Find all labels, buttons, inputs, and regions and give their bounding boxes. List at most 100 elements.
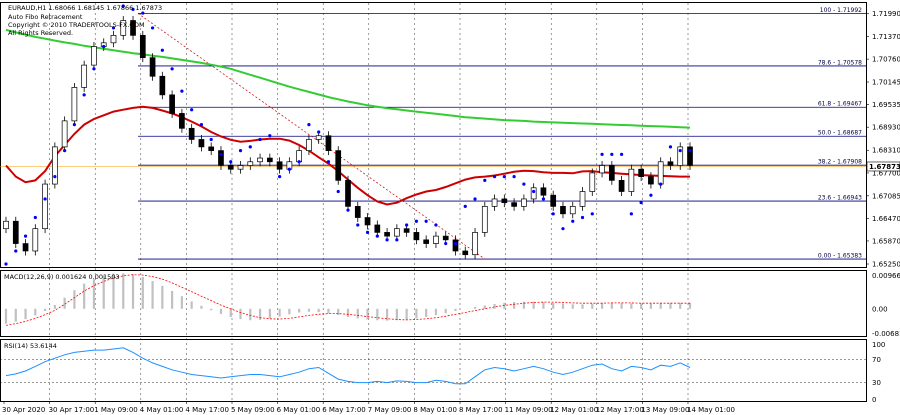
sar-dot [229, 160, 233, 164]
price-tick-label: 1.70760 [872, 56, 900, 64]
fibo-level-label: 0.00 - 1.65383 [818, 253, 862, 260]
sar-dot [659, 182, 663, 186]
sar-dot [688, 149, 692, 153]
sar-dot [248, 145, 252, 149]
candle-body [540, 187, 547, 196]
candle-body [159, 75, 166, 96]
sar-dot [375, 234, 379, 238]
sar-dot [600, 152, 604, 156]
sar-dot [238, 149, 243, 153]
fibo-trendline [137, 13, 486, 260]
candle-body [628, 168, 635, 192]
sar-dot [102, 44, 106, 49]
sar-dot [649, 193, 653, 197]
candle-body [667, 161, 674, 166]
time-tick-label: 13 May 09:00 [641, 406, 689, 414]
candle-body [22, 243, 29, 252]
candle-body [501, 198, 508, 204]
candle-body [589, 172, 596, 192]
fibo-level-label: 78.6 - 1.70578 [818, 59, 862, 66]
candle-body [139, 35, 146, 59]
candle-body [677, 146, 684, 166]
sar-dot [580, 215, 585, 220]
candle-body [384, 232, 390, 237]
sar-dot [326, 160, 331, 164]
candle-body [521, 198, 527, 207]
sar-dot [317, 130, 321, 134]
price-tick-label: 1.68310 [872, 147, 900, 155]
sar-dot [483, 178, 487, 182]
sar-dot [571, 219, 575, 223]
sar-dot [463, 204, 467, 208]
sar-dot [365, 230, 370, 235]
symbol-info: EURAUD,H1 1.68066 1.68145 1.67866 1.6787… [8, 4, 162, 12]
candle-body [364, 217, 371, 226]
sar-dot [541, 197, 546, 201]
candle-body [315, 135, 322, 140]
sar-dot [258, 137, 262, 142]
sar-dot [287, 167, 291, 171]
time-tick-label: 7 May 09:00 [368, 406, 412, 414]
price-tick-label: 1.70145 [872, 79, 900, 87]
price-tick-label: 1.68930 [872, 124, 900, 132]
fibo-level-label: 50.0 - 1.68687 [818, 130, 862, 137]
main-panel-frame [0, 2, 867, 268]
current-price-label: 1.67873 [869, 163, 900, 171]
candle-body [227, 165, 234, 170]
copyright-text: Copyright © 2010 TRADERTOOLS-FX.COM [8, 21, 145, 29]
sar-dot [150, 26, 155, 30]
fibo-level-label: 61.8 - 1.69467 [818, 101, 862, 108]
candle-body [306, 139, 312, 151]
sar-dot [180, 89, 184, 93]
price-tick-label: 1.67085 [872, 192, 900, 200]
candle-body [618, 180, 625, 192]
candle-body [120, 20, 127, 36]
candle-body [276, 161, 283, 170]
sar-dot [14, 249, 18, 253]
candle-body [442, 235, 449, 241]
time-axis: 30 Apr 2020 30 Apr 17:00 1 May 09:00 4 May … [2, 401, 735, 414]
time-tick-label: 11 May 09:00 [505, 406, 553, 414]
sar-dot [199, 122, 204, 127]
price-tick-label: 1.66470 [872, 215, 900, 223]
candle-body [394, 228, 400, 237]
sar-dot [160, 48, 164, 52]
fibo-level-label: 38.2 - 1.67908 [818, 159, 862, 166]
sar-dot [92, 67, 96, 71]
candle-body [638, 168, 644, 177]
price-tick-label: 1.69535 [872, 101, 900, 109]
sar-dot [610, 152, 614, 156]
candle-body [687, 146, 693, 166]
candle-body [579, 191, 586, 207]
candle-body [648, 176, 654, 185]
time-tick-label: 6 May 01:00 [277, 406, 321, 414]
sar-dot [629, 212, 633, 216]
sar-dot [453, 241, 458, 246]
sar-dot [473, 197, 477, 201]
candle-body [413, 232, 420, 241]
candle-body [374, 224, 381, 233]
candle-body [481, 206, 488, 233]
sar-dot [336, 189, 340, 194]
candle-body [208, 146, 215, 151]
time-tick-label: 14 May 01:00 [687, 406, 735, 414]
candle-body [569, 206, 576, 215]
macd-title: MACD(12,26,9) 0.001624 0.001503 [4, 273, 120, 281]
candle-body [530, 187, 537, 200]
sar-dot [512, 175, 516, 179]
sar-dot [385, 238, 389, 242]
candle-body [560, 206, 566, 215]
indicator-name: Auto Fibo Retracement [8, 13, 83, 21]
candle-body [91, 46, 97, 66]
sar-dot [551, 212, 555, 216]
sar-dot [414, 219, 418, 223]
candle-body [237, 165, 244, 170]
sar-dot [346, 208, 350, 212]
candle-body [130, 20, 136, 36]
price-tick-label: 1.65870 [872, 237, 900, 245]
candle-body [110, 35, 117, 44]
sar-dot [278, 175, 282, 179]
macd [4, 273, 692, 326]
